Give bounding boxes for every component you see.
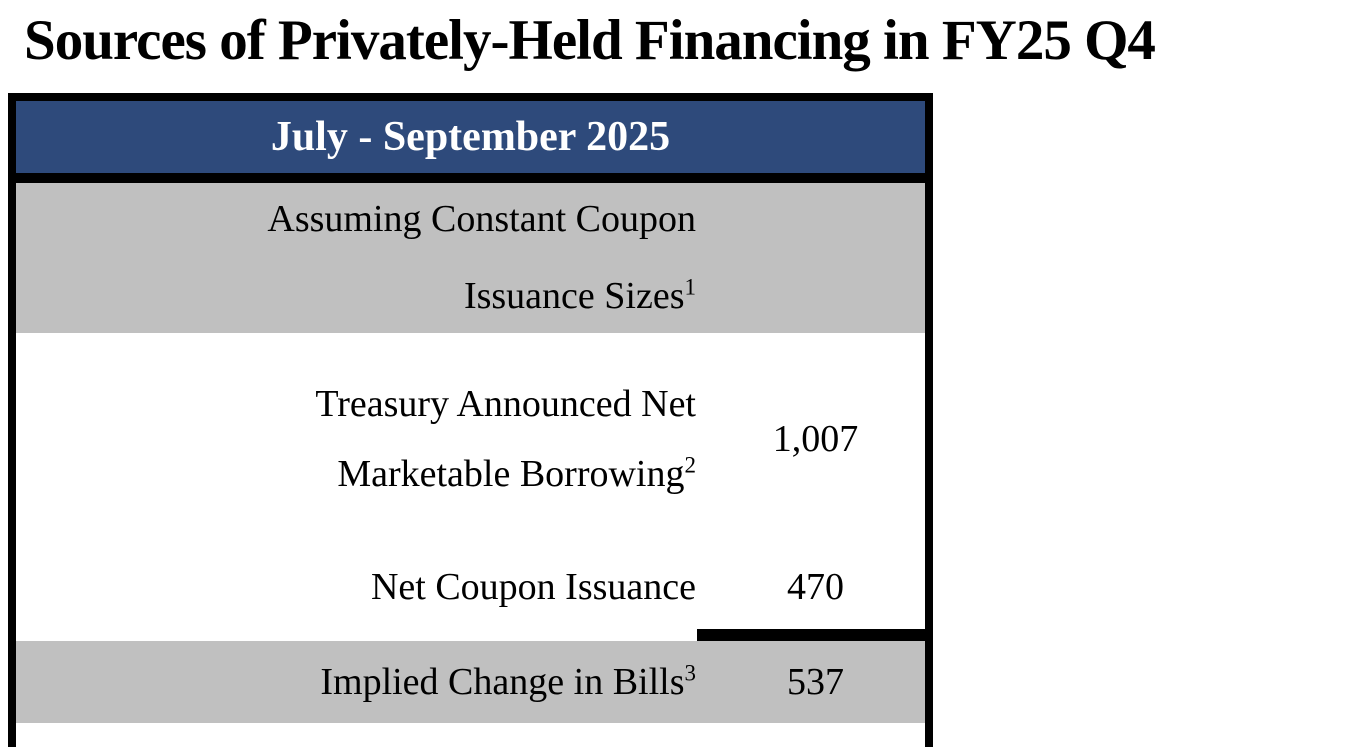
page-title: Sources of Privately-Held Financing in F… [24, 9, 1156, 72]
financing-table: July - September 2025 Assuming Constant … [8, 93, 933, 747]
summation-rule-gap [16, 629, 697, 641]
row-label-line1: Treasury Announced Net [315, 383, 696, 425]
table-row-net-marketable-borrowing: Treasury Announced Net Marketable Borrow… [16, 333, 925, 545]
row-label-line1: Assuming Constant Coupon [267, 198, 696, 240]
footnote-marker: 1 [684, 274, 697, 300]
value-cell [706, 183, 925, 333]
row-label: Assuming Constant Coupon Issuance Sizes1 [16, 183, 706, 333]
summation-rule-bar [697, 629, 925, 641]
row-label: Implied Change in Bills3 [320, 660, 697, 703]
summation-rule [16, 629, 925, 641]
row-label: Treasury Announced Net Marketable Borrow… [16, 333, 706, 545]
row-label-line2: Issuance Sizes1 [463, 274, 697, 317]
footnote-marker: 3 [684, 660, 697, 686]
value-cell: 470 [787, 566, 844, 608]
value-cell: 537 [787, 661, 844, 703]
table-header-label: July - September 2025 [270, 114, 671, 160]
table-row-assuming-constant-coupon: Assuming Constant Coupon Issuance Sizes1 [16, 183, 925, 333]
row-label: Net Coupon Issuance [370, 566, 696, 608]
table-header-row: July - September 2025 [16, 101, 925, 183]
row-label-line2: Marketable Borrowing2 [337, 452, 697, 495]
table-row-implied-change-in-bills: Implied Change in Bills3 537 [16, 641, 925, 723]
table-row-cutoff [16, 723, 925, 747]
value-cell: 1,007 [772, 418, 859, 460]
footnote-marker: 2 [684, 452, 697, 478]
table-row-net-coupon-issuance: Net Coupon Issuance 470 [16, 545, 925, 629]
